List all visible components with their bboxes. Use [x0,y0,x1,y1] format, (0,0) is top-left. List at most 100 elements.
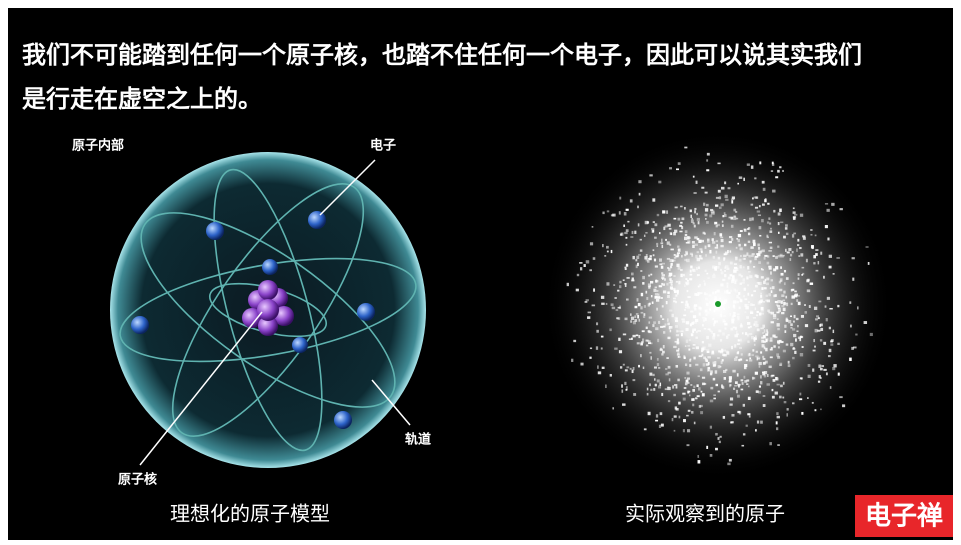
cloud-speck [658,424,662,429]
cloud-speck [783,290,786,294]
cloud-speck [669,309,673,312]
cloud-speck [727,462,731,466]
cloud-speck [696,395,700,398]
cloud-speck [712,265,716,269]
cloud-speck [674,206,678,209]
cloud-speck [621,384,623,388]
cloud-speck [785,295,788,299]
cloud-speck [706,169,710,172]
cloud-speck [818,375,821,379]
cloud-speck [749,217,752,222]
cloud-speck [674,290,677,294]
cloud-speck [716,266,720,269]
cloud-speck [633,286,637,289]
cloud-speck [705,313,708,317]
cloud-speck [823,368,827,371]
cloud-speck [758,250,762,254]
cloud-speck [735,389,739,394]
cloud-speck [763,287,767,290]
cloud-speck [757,214,762,217]
cloud-speck [640,306,643,310]
cloud-speck [761,268,764,271]
cloud-speck [716,244,719,247]
cloud-speck [698,239,702,244]
cloud-speck [820,408,822,411]
cloud-speck [759,234,762,237]
cloud-speck [676,290,679,293]
cloud-speck [728,216,731,219]
cloud-speck [587,316,591,319]
cloud-speck [656,245,659,248]
cloud-speck [641,330,645,333]
cloud-speck [706,445,709,449]
electron [206,222,224,240]
cloud-speck [797,301,801,306]
cloud-speck [790,323,793,327]
cloud-speck [601,302,605,305]
cloud-speck [769,222,772,225]
cloud-speck [828,265,832,269]
cloud-speck [606,210,610,213]
cloud-speck [706,350,710,354]
cloud-speck [650,280,654,284]
cloud-speck [707,356,711,359]
cloud-speck [704,232,706,235]
cloud-speck [765,294,769,297]
cloud-speck [656,289,659,292]
cloud-speck [699,292,703,295]
cloud-speck [747,266,750,270]
cloud-speck [677,252,680,254]
cloud-speck [661,276,665,279]
cloud-speck [734,280,737,285]
cloud-speck [693,224,696,228]
cloud-speck [654,223,658,227]
cloud-speck [689,273,693,276]
cloud-speck [771,161,774,165]
cloud-speck [797,295,800,297]
cloud-speck [674,319,679,323]
cloud-speck [587,311,592,314]
cloud-speck [738,358,741,362]
cloud-speck [826,296,830,300]
cloud-speck [779,208,782,212]
cloud-speck [715,224,718,228]
cloud-speck [783,269,787,273]
cloud-speck [750,165,754,169]
cloud-speck [737,238,740,243]
cloud-speck [814,345,816,348]
cloud-speck [736,313,740,316]
cloud-speck [743,295,746,298]
cloud-speck [707,311,710,315]
cloud-speck [849,357,852,361]
cloud-speck [742,433,746,436]
cloud-speck [680,330,684,333]
cloud-speck [706,335,709,340]
cloud-speck [648,257,652,261]
cloud-speck [709,454,713,457]
cloud-speck [589,356,592,359]
cloud-speck [636,342,640,345]
cloud-speck [631,337,633,340]
cloud-speck [852,277,855,281]
cloud-speck [769,348,772,351]
cloud-speck [651,301,654,304]
cloud-speck [756,328,760,332]
cloud-speck [650,273,653,276]
cloud-speck [688,348,691,351]
cloud-speck [635,264,638,269]
cloud-speck [666,282,669,286]
cloud-speck [827,355,831,358]
cloud-speck [720,244,724,248]
cloud-speck [708,343,712,347]
cloud-speck [817,261,820,265]
cloud-speck [736,394,740,398]
cloud-speck [732,369,736,373]
cloud-speck [816,315,820,318]
cloud-speck [681,318,685,321]
cloud-speck [620,232,624,236]
cloud-speck [624,282,627,285]
cloud-speck [755,196,759,199]
cloud-speck [764,197,767,201]
cloud-speck [593,288,596,292]
cloud-speck [714,267,717,271]
